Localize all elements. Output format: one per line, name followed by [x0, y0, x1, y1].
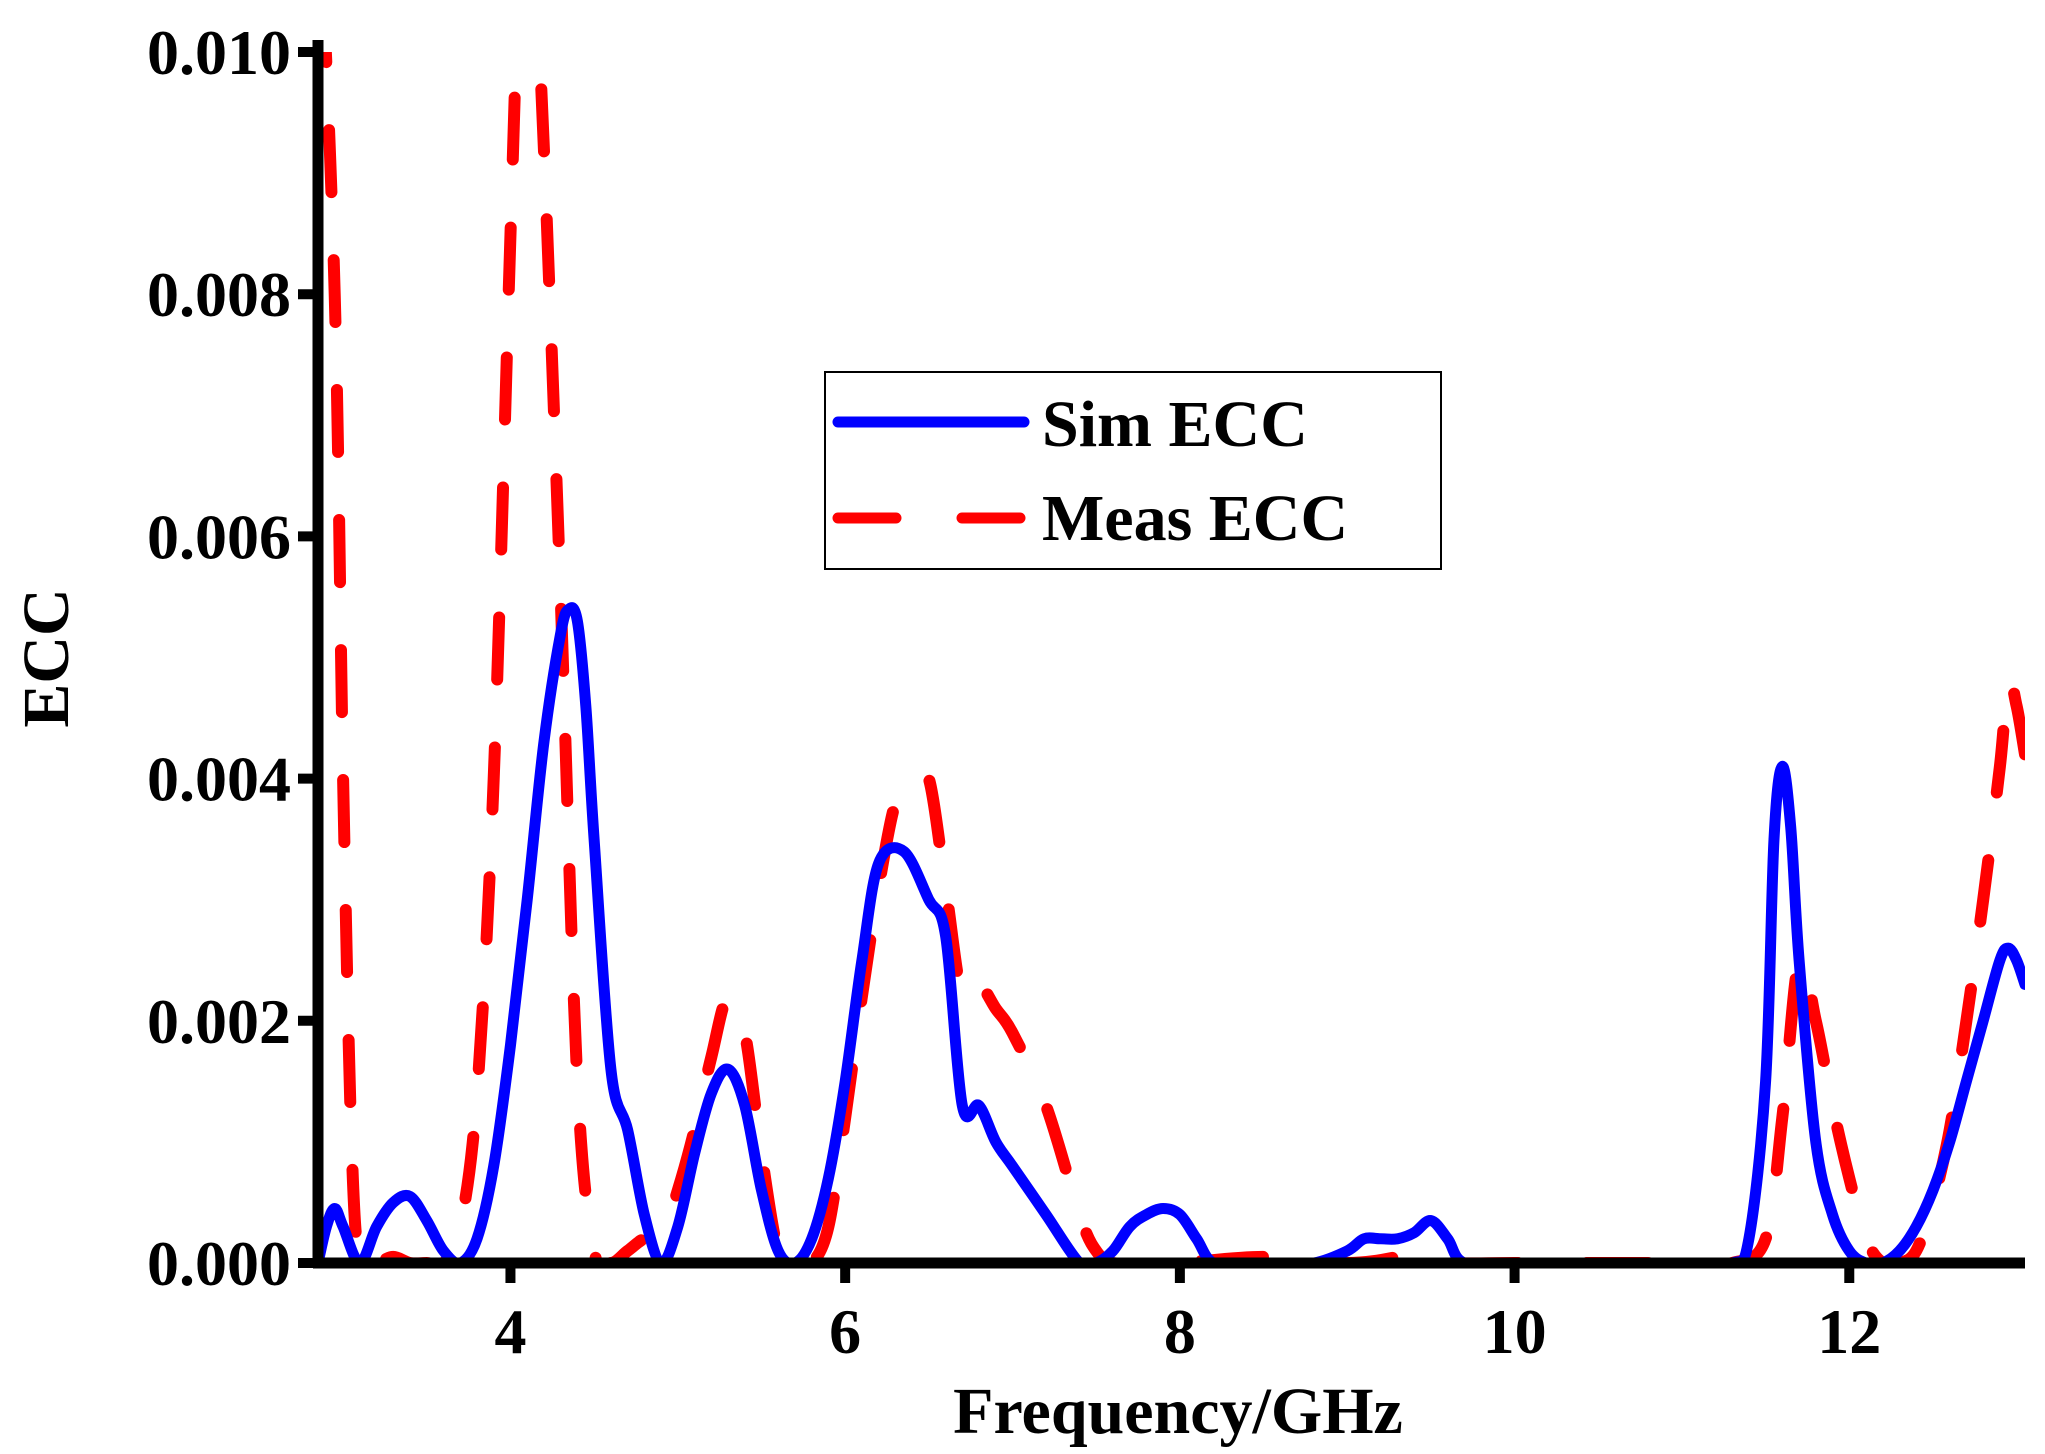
- x-axis-title: Frequency/GHz: [953, 1375, 1403, 1448]
- y-tick-label: 0.002: [147, 986, 291, 1057]
- x-tick-label: 8: [1164, 1296, 1196, 1367]
- legend: Sim ECC Meas ECC: [824, 371, 1442, 570]
- y-tick-label: 0.008: [147, 259, 291, 330]
- y-axis-ticks: 0.000 0.002 0.004 0.006 0.008 0.010: [147, 17, 318, 1299]
- legend-label-meas-ecc: Meas ECC: [1042, 482, 1348, 555]
- y-tick-label: 0.004: [147, 744, 291, 815]
- x-tick-label: 12: [1817, 1296, 1881, 1367]
- y-tick-label: 0.006: [147, 501, 291, 572]
- y-tick-label: 0.000: [147, 1228, 291, 1299]
- x-tick-label: 10: [1483, 1296, 1547, 1367]
- series-meas-ecc-line: [319, 52, 2025, 1262]
- series-sim-ecc-line: [318, 602, 2025, 1262]
- x-axis-ticks: 4 6 8 10 12: [494, 1263, 1881, 1367]
- y-axis-title: ECC: [10, 588, 83, 727]
- x-tick-label: 6: [829, 1296, 861, 1367]
- legend-label-sim-ecc: Sim ECC: [1042, 388, 1308, 461]
- y-tick-label: 0.010: [147, 17, 291, 88]
- legend-box: [824, 371, 1442, 570]
- series-layer: [318, 52, 2025, 1262]
- x-tick-label: 4: [494, 1296, 526, 1367]
